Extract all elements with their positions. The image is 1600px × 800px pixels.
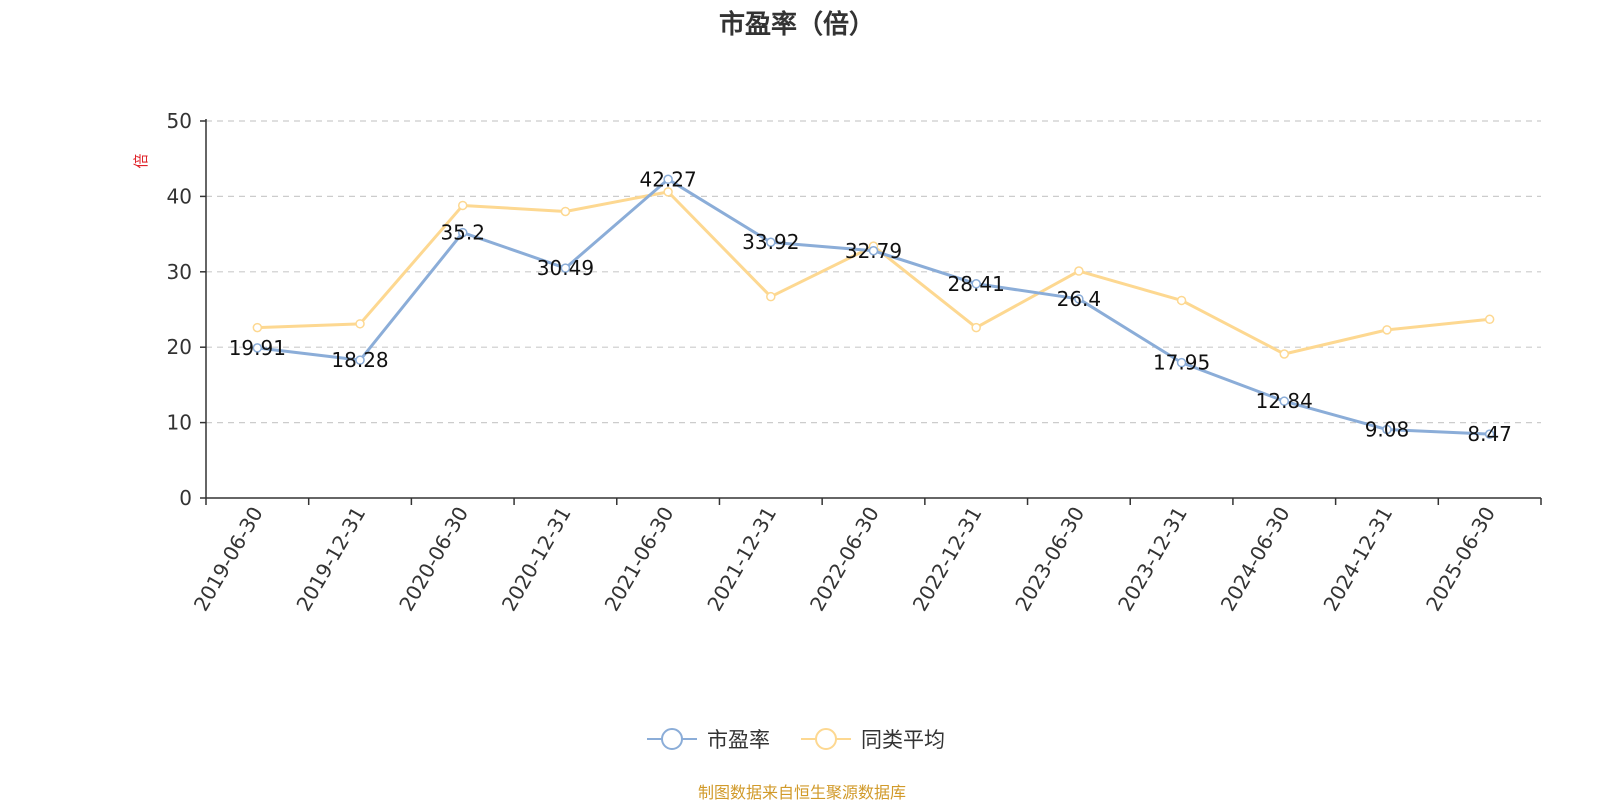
y-tick-label: 10	[167, 411, 192, 435]
x-axis: 2019-06-30 2019-12-31 2020-06-30 2020-12-31…	[189, 497, 1542, 616]
legend: 市盈率 同类平均	[647, 728, 945, 752]
pe-ratio-point[interactable]	[663, 174, 673, 185]
pe-ratio-point[interactable]	[1382, 424, 1392, 435]
chart-title: 市盈率（倍）	[719, 9, 875, 40]
pe-ratio-data-label: 17.95	[1153, 351, 1210, 375]
x-tick-label: 2019-12-31	[291, 503, 370, 616]
peer-average-point[interactable]	[252, 322, 263, 333]
x-tick-label: 2022-12-31	[908, 503, 987, 616]
source-note: 制图数据来自恒生聚源数据库	[698, 783, 906, 800]
y-tick-label: 40	[167, 184, 192, 208]
pe-ratio-point[interactable]	[868, 246, 879, 256]
peer-average-point[interactable]	[355, 319, 365, 329]
pe-ratio-point[interactable]	[252, 343, 263, 353]
peer-average-point[interactable]	[971, 322, 981, 333]
x-tick-label: 2020-06-30	[394, 503, 473, 616]
legend-avg-marker	[815, 728, 837, 750]
pe-ratio-data-label: 26.4	[1057, 287, 1102, 311]
y-tick-label: 50	[167, 109, 192, 133]
pe-ratio-point[interactable]	[766, 237, 776, 247]
peer-average-point[interactable]	[457, 200, 468, 211]
pe-ratio-point[interactable]	[1176, 357, 1187, 368]
peer-average-point[interactable]	[560, 206, 571, 217]
pe-ratio-point[interactable]	[355, 355, 365, 365]
y-tick-label: 0	[179, 486, 192, 510]
pe-ratio-data-label: 35.2	[440, 221, 485, 245]
pe-ratio-data-label: 33.92	[742, 230, 799, 254]
pe-ratio-data-label: 42.27	[639, 167, 696, 191]
x-tick-label: 2024-12-31	[1318, 503, 1397, 616]
pe-ratio-data-label: 28.41	[948, 272, 1005, 296]
peer-average-point[interactable]	[663, 187, 673, 197]
pe-ratio-data-label: 30.49	[537, 256, 594, 280]
legend-item-avg[interactable]: 同类平均	[801, 728, 945, 752]
pe-ratio-point[interactable]	[560, 263, 571, 273]
pe-ratio-data-label: 32.79	[845, 239, 902, 263]
x-tick-label: 2025-06-30	[1421, 503, 1500, 616]
pe-ratio-point[interactable]	[1279, 396, 1290, 406]
peer-average-point[interactable]	[1382, 325, 1392, 335]
pe-ratio-point[interactable]	[971, 279, 981, 289]
x-tick-label: 2020-12-31	[497, 503, 576, 616]
data-labels: 19.91 18.28 35.2 30.49 42.27 33.92 32.79 28.41 2…	[229, 167, 1512, 446]
pe-ratio-point[interactable]	[457, 227, 468, 238]
pe-ratio-point[interactable]	[1074, 294, 1084, 304]
x-tick-label: 2019-06-30	[189, 503, 268, 616]
pe-ratio-data-label: 8.47	[1467, 422, 1512, 446]
peer-average-point[interactable]	[766, 291, 776, 302]
legend-pe-label: 市盈率	[707, 728, 770, 752]
x-tick-label: 2023-12-31	[1113, 503, 1192, 616]
pe-ratio-data-label: 19.91	[229, 336, 286, 360]
y-tick-label: 20	[167, 335, 192, 359]
pe-ratio-data-label: 9.08	[1365, 418, 1410, 442]
legend-item-pe[interactable]: 市盈率	[647, 728, 770, 752]
peer-average-line	[257, 190, 1490, 356]
pe-ratio-point[interactable]	[1484, 429, 1495, 439]
x-tick-label: 2021-12-31	[702, 503, 781, 616]
x-tick-label: 2021-06-30	[600, 503, 679, 616]
peer-average-point[interactable]	[1074, 266, 1084, 276]
y-axis-unit-label: 倍	[132, 153, 150, 168]
peer-average-point[interactable]	[1176, 295, 1187, 306]
y-axis: 0 10 20 30 40 50	[167, 109, 207, 510]
series-lines	[252, 174, 1495, 439]
peer-average-point[interactable]	[1279, 349, 1290, 359]
legend-pe-marker	[661, 728, 683, 750]
pe-ratio-data-label: 12.84	[1256, 389, 1313, 413]
x-tick-label: 2024-06-30	[1216, 503, 1295, 616]
x-tick-label: 2022-06-30	[805, 503, 884, 616]
peer-average-point[interactable]	[1484, 314, 1495, 325]
legend-avg-label: 同类平均	[861, 728, 945, 752]
y-tick-label: 30	[167, 260, 192, 284]
x-tick-label: 2023-06-30	[1010, 503, 1089, 616]
pe-ratio-data-label: 18.28	[331, 348, 388, 372]
